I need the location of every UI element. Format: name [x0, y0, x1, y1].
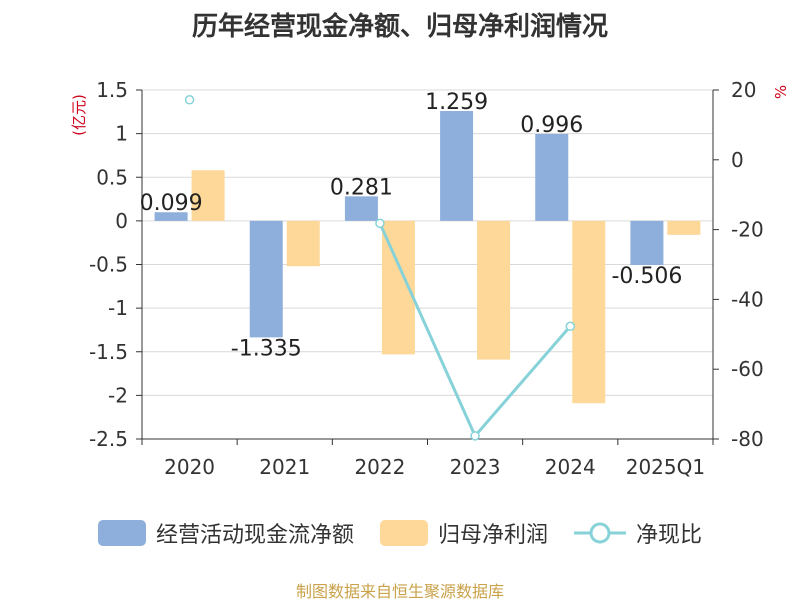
x-tick-label: 2020 [164, 455, 215, 479]
legend-label-net-profit: 归母净利润 [437, 523, 548, 548]
bar-net-profit [286, 220, 320, 267]
legend-label-cashflow: 经营活动现金流净额 [155, 523, 354, 548]
legend-swatch-ratio [574, 522, 626, 544]
right-tick-label: 0 [731, 148, 744, 172]
left-tick-label: 0 [115, 209, 128, 233]
right-tick-label: -40 [731, 287, 764, 311]
legend-swatch-cashflow [97, 520, 146, 546]
ratio-line-segment [473, 325, 572, 437]
legend-item-cashflow[interactable]: 经营活动现金流净额 [97, 517, 354, 549]
ratio-point [565, 321, 575, 332]
left-axis-unit: (亿元) [70, 94, 88, 136]
left-tick-label: -0.5 [89, 253, 128, 277]
cashflow-data-label: -0.506 [611, 264, 682, 289]
x-tick-label: 2025Q1 [626, 455, 705, 479]
left-tick-label: -1.5 [89, 340, 128, 364]
x-tick-label: 2023 [450, 455, 501, 479]
legend-item-net-profit[interactable]: 归母净利润 [379, 517, 548, 549]
cashflow-data-label: 0.281 [330, 175, 393, 200]
ratio-point [184, 95, 195, 105]
x-tick-label: 2022 [354, 455, 405, 479]
bar-cashflow [630, 220, 664, 266]
bar-net-profit [572, 220, 606, 404]
cashflow-data-label: 0.996 [520, 113, 583, 138]
left-tick-label: 1 [115, 122, 128, 146]
right-tick-label: -60 [731, 357, 764, 381]
bar-net-profit [191, 170, 225, 221]
cashflow-data-label: 0.099 [140, 191, 203, 216]
x-tick-label: 2021 [259, 455, 310, 479]
ratio-point [470, 431, 480, 441]
cashflow-data-label: 1.259 [425, 90, 488, 115]
legend-item-ratio[interactable]: 净现比 [574, 517, 702, 549]
source-note: 制图数据来自恒生聚源数据库 [295, 582, 504, 601]
right-tick-label: 20 [731, 78, 756, 102]
bar-cashflow [440, 111, 474, 221]
chart-title: 历年经营现金净额、归母净利润情况 [191, 12, 608, 42]
ratio-line-segment [378, 222, 477, 437]
legend-label-ratio: 净现比 [636, 523, 703, 548]
legend: 经营活动现金流净额 归母净利润 净现比 [0, 517, 800, 549]
left-tick-label: -2.5 [89, 427, 128, 451]
left-tick-label: 0.5 [96, 165, 128, 189]
left-tick-label: -2 [108, 383, 128, 407]
x-tick-label: 2024 [545, 455, 596, 479]
left-tick-label: 1.5 [96, 78, 128, 102]
bar-cashflow [535, 133, 569, 221]
right-tick-label: -20 [731, 218, 764, 242]
right-tick-label: -80 [731, 427, 764, 451]
bar-cashflow [249, 220, 283, 338]
bar-net-profit [667, 220, 701, 235]
bar-cashflow [344, 196, 378, 221]
right-axis-unit: % [772, 85, 790, 99]
bar-cashflow [154, 212, 188, 221]
ratio-point [375, 218, 385, 229]
left-tick-label: -1 [108, 296, 128, 320]
bar-net-profit [477, 220, 511, 360]
cashflow-data-label: -1.335 [231, 336, 302, 361]
legend-swatch-net-profit [379, 520, 428, 546]
